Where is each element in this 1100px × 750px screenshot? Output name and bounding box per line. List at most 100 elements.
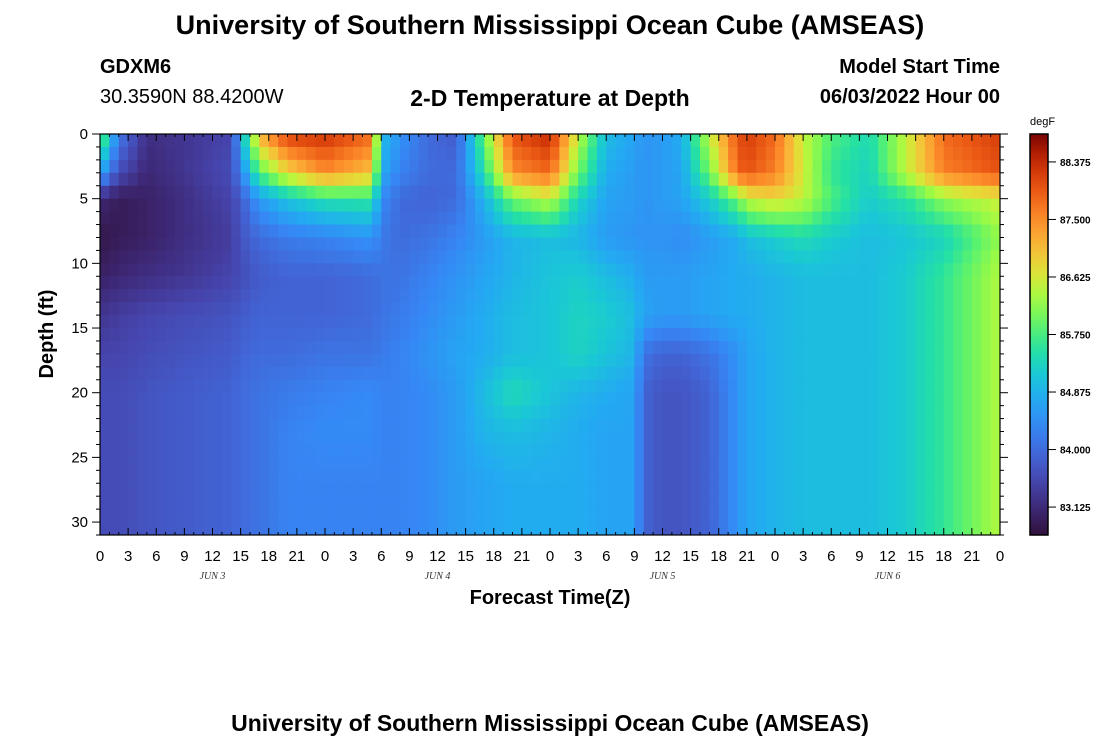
heatmap-cell <box>418 198 429 213</box>
heatmap-cell <box>156 379 167 394</box>
heatmap-cell <box>296 237 307 252</box>
heatmap-cell <box>728 250 739 264</box>
heatmap-cell <box>662 392 673 407</box>
heatmap-cell <box>484 237 495 252</box>
heatmap-cell <box>850 405 860 420</box>
heatmap-cell <box>700 250 710 264</box>
heatmap-cell <box>175 418 185 433</box>
heatmap-cell <box>868 457 879 471</box>
heatmap-cell <box>353 328 364 342</box>
heatmap-cell <box>203 522 214 535</box>
heatmap-cell <box>400 405 410 420</box>
heatmap-cell <box>362 483 373 497</box>
heatmap-cell <box>878 457 889 471</box>
heatmap-cell <box>878 405 889 420</box>
heatmap-cell <box>437 289 448 303</box>
heatmap-cell <box>334 431 345 446</box>
heatmap-cell <box>803 379 814 394</box>
y-tick-label: 30 <box>71 514 88 531</box>
heatmap-cell <box>343 250 354 264</box>
heatmap-cell <box>925 444 935 458</box>
heatmap-cell <box>212 134 223 148</box>
heatmap-cell <box>662 315 673 329</box>
heatmap-cell <box>100 353 110 368</box>
heatmap-cell <box>400 315 410 329</box>
heatmap-cell <box>915 237 926 252</box>
heatmap-cell <box>981 353 992 368</box>
heatmap-cell <box>737 509 748 523</box>
heatmap-cell <box>859 431 870 446</box>
heatmap-cell <box>681 483 692 497</box>
heatmap-cell <box>606 405 617 420</box>
heatmap-cell <box>221 431 232 446</box>
heatmap-cell <box>634 159 645 174</box>
heatmap-cell <box>446 250 457 264</box>
heatmap-cell <box>371 302 382 316</box>
heatmap-cell <box>803 444 814 458</box>
heatmap-cell <box>418 457 429 471</box>
heatmap-cell <box>475 146 485 161</box>
heatmap-cell <box>615 379 626 394</box>
x-tick-label: 6 <box>827 548 835 565</box>
heatmap-cell <box>175 185 185 200</box>
heatmap-cell <box>746 522 757 535</box>
heatmap-cell <box>643 146 654 161</box>
heatmap-cell <box>550 185 560 200</box>
heatmap-cell <box>428 146 439 161</box>
heatmap-cell <box>859 159 870 174</box>
heatmap-cell <box>878 366 889 381</box>
y-axis-label: Depth (ft) <box>36 290 58 379</box>
heatmap-cell <box>100 457 110 471</box>
heatmap-cell <box>212 496 223 510</box>
heatmap-cell <box>906 444 917 458</box>
heatmap-cell <box>418 418 429 433</box>
heatmap-cell <box>184 302 195 316</box>
heatmap-cell <box>587 172 598 187</box>
heatmap-cell <box>296 276 307 290</box>
heatmap-cell <box>540 159 551 174</box>
heatmap-cell <box>587 496 598 510</box>
heatmap-cell <box>943 522 954 535</box>
heatmap-cell <box>803 353 814 368</box>
heatmap-cell <box>765 237 776 252</box>
heatmap-cell <box>100 405 110 420</box>
heatmap-cell <box>653 483 664 497</box>
colorbar-tick-label: 88.375 <box>1060 158 1091 169</box>
heatmap-cell <box>606 250 617 264</box>
heatmap-cell <box>315 224 326 239</box>
heatmap-cell <box>943 250 954 264</box>
heatmap-cell <box>137 483 148 497</box>
heatmap-cell <box>925 405 935 420</box>
heatmap-cell <box>728 366 739 381</box>
heatmap-cell <box>953 146 964 161</box>
heatmap-cell <box>259 237 270 252</box>
heatmap-cell <box>981 211 992 226</box>
heatmap-cell <box>315 302 326 316</box>
heatmap-cell <box>681 418 692 433</box>
heatmap-cell <box>475 237 485 252</box>
heatmap-cell <box>484 211 495 226</box>
heatmap-cell <box>259 289 270 303</box>
heatmap-cell <box>343 496 354 510</box>
heatmap-cell <box>409 392 420 407</box>
heatmap-cell <box>671 198 682 213</box>
heatmap-cell <box>737 366 748 381</box>
heatmap-cell <box>287 431 298 446</box>
heatmap-cell <box>512 522 523 535</box>
heatmap-cell <box>850 146 860 161</box>
heatmap-cell <box>831 237 842 252</box>
heatmap-cell <box>306 172 317 187</box>
heatmap-cell <box>193 366 204 381</box>
heatmap-cell <box>615 483 626 497</box>
heatmap-cell <box>587 328 598 342</box>
heatmap-cell <box>971 172 982 187</box>
heatmap-cell <box>400 237 410 252</box>
heatmap-cell <box>587 146 598 161</box>
heatmap-cell <box>765 315 776 329</box>
heatmap-cell <box>531 185 542 200</box>
heatmap-cell <box>250 392 260 407</box>
heatmap-cell <box>756 302 767 316</box>
heatmap-cell <box>812 328 823 342</box>
heatmap-cell <box>737 418 748 433</box>
colorbar: degF 83.12584.00084.87585.75086.62587.50… <box>1029 116 1091 536</box>
